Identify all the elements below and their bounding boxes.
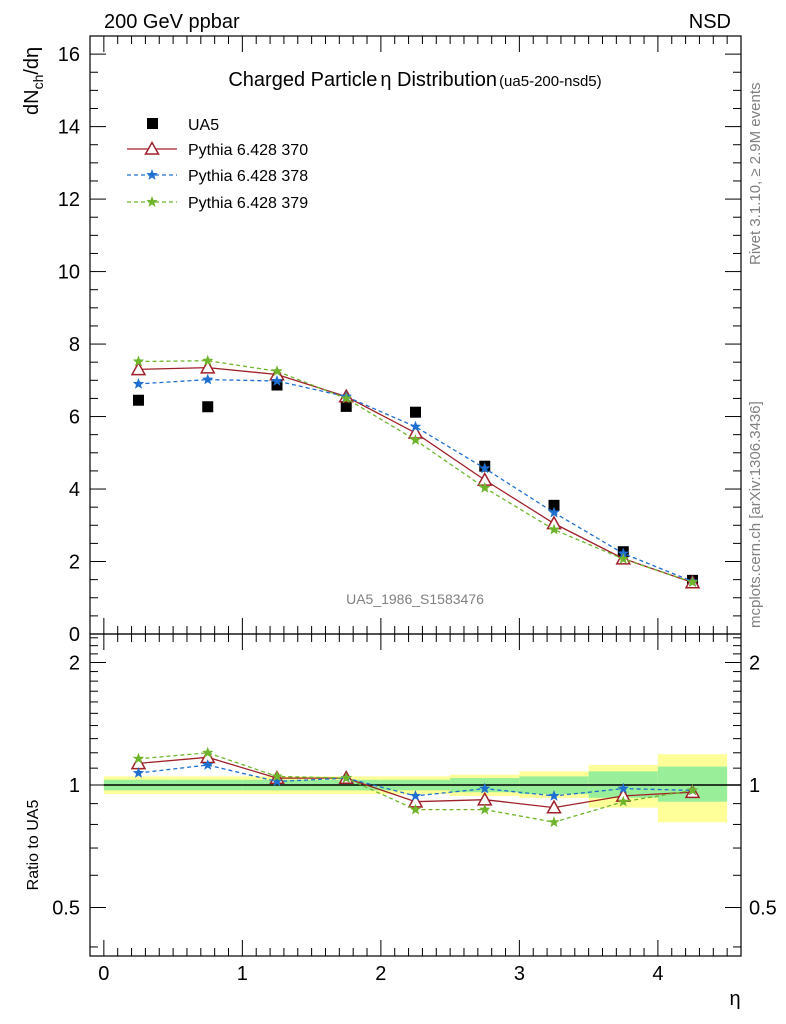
main-y-tick-label: 12 <box>58 189 80 211</box>
legend-marker-ua5 <box>147 118 158 129</box>
ratio-y-axis-label: Ratio to UA5 <box>25 800 42 891</box>
data-point-pythia-6-428-379 <box>340 392 352 404</box>
data-point-pythia-6-428-378 <box>479 462 491 474</box>
legend-marker-pythia-370 <box>144 140 160 155</box>
data-point-pythia-6-428-379 <box>617 795 629 807</box>
data-point-pythia-6-428-379 <box>617 552 629 564</box>
data-point-pythia-6-428-378 <box>479 782 491 794</box>
data-point-pythia-6-428-370 <box>199 359 216 374</box>
x-tick-label: 1 <box>237 963 248 985</box>
data-point-pythia-6-428-378 <box>271 375 283 386</box>
data-point-pythia-6-428-378 <box>271 775 283 787</box>
ratio-y-tick-label-right: 2 <box>749 653 760 675</box>
legend-label-ua5: UA5 <box>188 117 219 134</box>
ratio-y-tick-label-right: 1 <box>749 775 760 797</box>
main-y-tick-label: 0 <box>69 624 80 646</box>
data-point-pythia-6-428-379 <box>271 770 283 782</box>
data-point-pythia-6-428-379 <box>548 816 560 828</box>
data-point-ua5 <box>202 401 214 413</box>
ratio-plot-frame <box>89 633 742 957</box>
legend-marker-pythia-379 <box>146 196 158 207</box>
data-point-pythia-6-428-378 <box>202 373 214 385</box>
main-y-tick-label: 6 <box>69 407 80 429</box>
data-point-pythia-6-428-378 <box>202 758 214 770</box>
data-point-pythia-6-428-379 <box>132 752 145 764</box>
data-point-pythia-6-428-378 <box>617 782 629 794</box>
data-point-pythia-6-428-379 <box>271 365 283 377</box>
legend-entry-ua5: UA5 <box>147 117 219 134</box>
ratio-series <box>130 746 701 828</box>
series-ua5 <box>132 379 699 586</box>
ratio-y-tick-label: 2 <box>69 653 80 675</box>
data-point-ua5 <box>132 394 144 406</box>
legend: UA5 Pythia 6.428 370 Pythia 6.428 378 Py… <box>127 117 308 212</box>
ratio-y-tick-label: 0.5 <box>52 897 80 919</box>
data-point-pythia-6-428-379 <box>548 523 560 535</box>
series-line-pythia-6-428-378 <box>138 378 693 583</box>
legend-label-pythia-370: Pythia 6.428 370 <box>188 142 308 159</box>
data-point-pythia-6-428-378 <box>409 789 422 801</box>
plot-title: Charged Particle η Distribution (ua5-200-n… <box>228 69 601 91</box>
data-point-pythia-6-428-370 <box>130 361 147 376</box>
rivet-version-label: Rivet 3.1.10, ≥ 2.9M events <box>747 83 764 266</box>
data-point-pythia-6-428-379 <box>686 784 699 796</box>
header-right-label: NSD <box>689 11 731 33</box>
series-pythia-6-428-370 <box>130 359 701 589</box>
data-point-pythia-6-428-379 <box>202 354 214 366</box>
data-point-pythia-6-428-379 <box>479 803 491 815</box>
ratio-uncertainty-bands <box>103 754 741 823</box>
data-point-pythia-6-428-379 <box>132 355 145 367</box>
data-point-ua5 <box>340 400 352 412</box>
series-pythia-6-428-379 <box>132 354 699 588</box>
analysis-id-label: UA5_1986_S1583476 <box>346 591 484 607</box>
ratio-axes: 0 1 2 3 4 0.5 0.5 1 1 2 2 <box>52 633 777 985</box>
data-point-ua5 <box>271 379 283 391</box>
ratio-y-tick-label: 1 <box>69 775 80 797</box>
x-tick-label: 0 <box>98 963 109 985</box>
series-line-pythia-6-428-379 <box>138 360 693 583</box>
main-y-tick-label: 4 <box>69 479 80 501</box>
x-tick-label: 2 <box>375 963 386 985</box>
ratio-y-tick-label-right: 0.5 <box>749 897 777 919</box>
series-pythia-6-428-379 <box>132 746 699 828</box>
data-point-pythia-6-428-370 <box>546 799 562 814</box>
legend-marker-pythia-378 <box>146 169 158 180</box>
data-point-pythia-6-428-378 <box>132 767 145 778</box>
legend-entry-pythia-379: Pythia 6.428 379 <box>127 195 308 212</box>
legend-entry-pythia-370: Pythia 6.428 370 <box>127 140 308 159</box>
legend-label-pythia-379: Pythia 6.428 379 <box>188 195 308 212</box>
data-point-ua5 <box>410 406 421 418</box>
data-point-pythia-6-428-379 <box>409 803 422 815</box>
main-y-tick-label: 16 <box>58 44 80 66</box>
data-point-pythia-6-428-378 <box>132 377 145 389</box>
x-axis-label: η <box>729 988 740 1010</box>
data-point-pythia-6-428-379 <box>340 772 352 783</box>
data-point-ua5 <box>548 499 560 511</box>
data-point-pythia-6-428-379 <box>409 434 422 445</box>
x-tick-label: 3 <box>514 963 525 985</box>
main-y-axis-label: dNch/dη <box>21 47 46 115</box>
series-pythia-6-428-378 <box>132 373 699 587</box>
legend-label-pythia-378: Pythia 6.428 378 <box>188 168 308 185</box>
data-point-pythia-6-428-379 <box>686 576 699 588</box>
series-line-pythia-6-428-370 <box>138 366 693 584</box>
data-point-pythia-6-428-378 <box>548 506 560 518</box>
data-point-pythia-6-428-378 <box>617 547 629 559</box>
mcplots-label: mcplots.cern.ch [arXiv:1306.3436] <box>747 401 764 628</box>
main-y-tick-label: 14 <box>58 117 80 139</box>
main-y-tick-label: 2 <box>69 552 80 574</box>
data-point-pythia-6-428-379 <box>479 481 491 493</box>
x-tick-label: 4 <box>652 963 663 985</box>
main-y-tick-label: 10 <box>58 262 80 284</box>
data-point-pythia-6-428-378 <box>409 420 422 432</box>
legend-entry-pythia-378: Pythia 6.428 378 <box>127 168 308 185</box>
header-left-label: 200 GeV ppbar <box>104 11 240 33</box>
main-y-tick-label: 8 <box>69 334 80 356</box>
data-point-pythia-6-428-378 <box>548 789 560 801</box>
main-series <box>130 354 701 589</box>
data-point-pythia-6-428-379 <box>202 746 214 758</box>
